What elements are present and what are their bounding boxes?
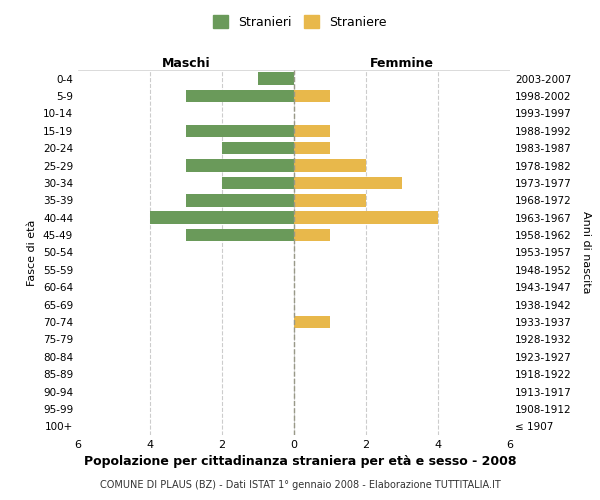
Bar — [186, 124, 294, 137]
Bar — [150, 212, 294, 224]
Bar — [186, 229, 294, 241]
Bar — [294, 124, 330, 137]
Y-axis label: Anni di nascita: Anni di nascita — [581, 211, 591, 294]
Text: Popolazione per cittadinanza straniera per età e sesso - 2008: Popolazione per cittadinanza straniera p… — [84, 455, 516, 468]
Bar — [294, 194, 366, 206]
Bar — [186, 160, 294, 172]
Bar — [294, 90, 330, 102]
Bar — [222, 176, 294, 189]
Legend: Stranieri, Straniere: Stranieri, Straniere — [209, 11, 391, 32]
Bar — [294, 160, 366, 172]
Bar — [294, 142, 330, 154]
Y-axis label: Fasce di età: Fasce di età — [28, 220, 37, 286]
Bar — [186, 194, 294, 206]
Bar — [258, 72, 294, 85]
Bar — [294, 229, 330, 241]
Bar — [186, 90, 294, 102]
Bar — [294, 316, 330, 328]
Text: Maschi: Maschi — [161, 57, 211, 70]
Text: COMUNE DI PLAUS (BZ) - Dati ISTAT 1° gennaio 2008 - Elaborazione TUTTITALIA.IT: COMUNE DI PLAUS (BZ) - Dati ISTAT 1° gen… — [100, 480, 500, 490]
Bar — [294, 176, 402, 189]
Bar — [294, 212, 438, 224]
Text: Femmine: Femmine — [370, 57, 434, 70]
Bar — [222, 142, 294, 154]
